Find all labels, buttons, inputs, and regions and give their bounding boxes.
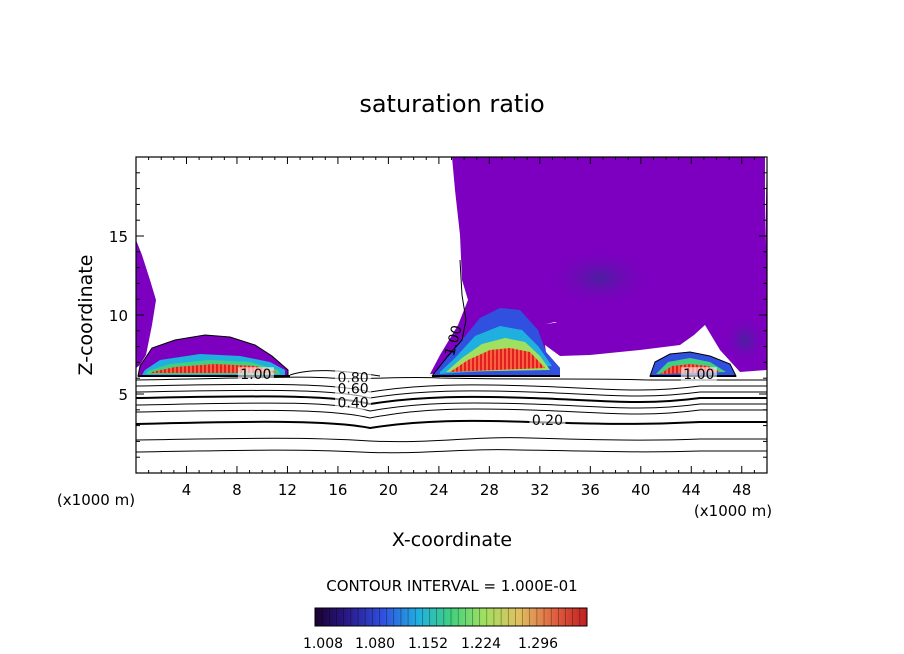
contour-interval-text: CONTOUR INTERVAL = 1.000E-01 [326,577,577,595]
plot-area [136,157,767,454]
x-tick-label: 24 [429,481,448,499]
x-tick-label: 44 [682,481,701,499]
colorbar-labels: 1.008 1.080 1.152 1.224 1.296 [303,636,558,652]
contour-label-bg [680,367,717,382]
upper-right-dark-core [545,248,655,308]
bottom-contours [136,370,767,454]
x-tick-label: 20 [379,481,398,499]
y-tick-label: 5 [118,386,128,404]
contour-label: 0.60 [335,381,372,397]
x-tick-label: 32 [530,481,549,499]
colorbar-tick-label: 1.008 [303,636,343,652]
contour-label: 1.00 [680,367,717,383]
x-unit-label: (x1000 m) [694,502,772,520]
chart-title: saturation ratio [359,90,544,118]
y-axis-ticks: 5 10 15 [109,172,767,458]
contour-label-bg [335,381,372,396]
contour-label-bg [529,413,566,428]
x-tick-label: 12 [278,481,297,499]
contour-label-bg [335,370,372,385]
contour-label-text: 0.40 [337,396,368,412]
z-unit-label: (x1000 m) [57,491,135,509]
colorbar-tick-label: 1.080 [355,636,395,652]
contour-label-text: 0.60 [337,381,368,397]
x-axis-label: X-coordinate [392,529,512,551]
colorbar-tick-label: 1.152 [408,636,448,652]
colorbar-segments [321,608,581,626]
contour-label-text: 1.00 [442,324,466,358]
x-tick-label: 4 [182,481,192,499]
contour-label: 0.40 [335,395,372,412]
contour-label-text: 0.20 [532,413,563,429]
x-axis-ticks: 4 8 12 16 20 24 28 32 36 40 44 48 [148,157,755,499]
contour-label-bg [335,395,372,410]
x-tick-label: 16 [328,481,347,499]
x-tick-label: 40 [631,481,650,499]
left-edge-shading [136,240,156,368]
x-tick-label: 8 [232,481,242,499]
x-tick-label: 28 [480,481,499,499]
x-tick-label: 36 [581,481,600,499]
contour-label-text: 1.00 [240,367,271,383]
contour-labels: 1.00 0.800.600.400.201.001.00 [237,324,717,429]
colorbar-tick-label: 1.296 [518,636,558,652]
contour-label: 1.00 [442,324,466,358]
contour-label: 1.00 [237,367,274,383]
contour-label-text: 1.00 [683,367,714,383]
cloud-middle [432,308,560,377]
y-tick-label: 15 [109,228,128,246]
x-tick-label: 48 [732,481,751,499]
contour-label: 0.20 [529,413,566,429]
y-tick-label: 10 [109,307,128,325]
colorbar-tick-label: 1.224 [461,636,501,652]
contour-label-bg [237,367,274,382]
y-axis-label: Z-coordinate [75,255,97,376]
